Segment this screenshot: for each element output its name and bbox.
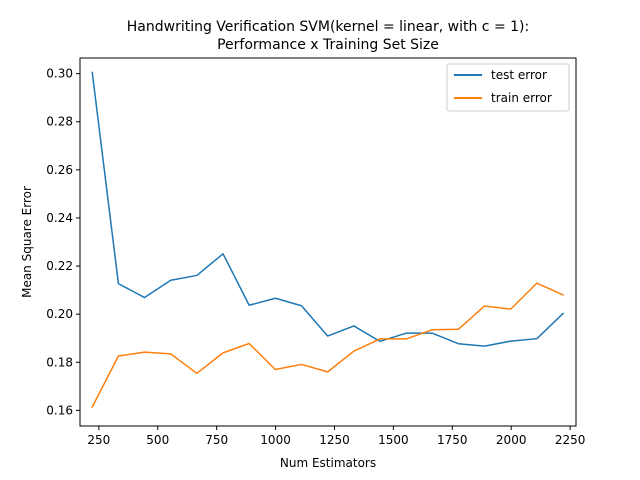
x-axis-label: Num Estimators bbox=[280, 456, 376, 470]
chart-title-line-2: Performance x Training Set Size bbox=[217, 37, 439, 53]
x-tick-label: 250 bbox=[87, 433, 110, 447]
y-tick-label: 0.20 bbox=[46, 307, 73, 321]
y-tick-label: 0.24 bbox=[46, 211, 73, 225]
plot-frame bbox=[79, 57, 577, 427]
x-axis: 250 500 750 1000 1250 1500 1750 2000 2250 bbox=[87, 426, 585, 447]
y-tick-label: 0.22 bbox=[46, 259, 73, 273]
legend-label-test-error: test error bbox=[491, 68, 547, 82]
x-tick-label: 1000 bbox=[260, 433, 291, 447]
x-tick-label: 1250 bbox=[319, 433, 350, 447]
x-tick-label: 500 bbox=[146, 433, 169, 447]
x-tick-label: 1750 bbox=[437, 433, 468, 447]
chart-title-line-1: Handwriting Verification SVM(kernel = li… bbox=[127, 19, 529, 35]
x-tick-label: 1500 bbox=[378, 433, 409, 447]
y-tick-label: 0.26 bbox=[46, 163, 73, 177]
y-tick-label: 0.28 bbox=[46, 115, 73, 129]
x-tick-label: 2250 bbox=[555, 433, 586, 447]
series-line-test-error bbox=[91, 71, 565, 347]
y-axis-label: Mean Square Error bbox=[20, 186, 34, 298]
y-tick-label: 0.18 bbox=[46, 355, 73, 369]
legend-label-train-error: train error bbox=[491, 91, 552, 105]
x-tick-label: 2000 bbox=[496, 433, 527, 447]
y-tick-label: 0.30 bbox=[46, 67, 73, 81]
y-tick-label: 0.16 bbox=[46, 403, 73, 417]
plot-area bbox=[91, 71, 565, 409]
legend: test error train error bbox=[446, 63, 570, 112]
x-tick-label: 750 bbox=[205, 433, 228, 447]
y-axis: 0.16 0.18 0.20 0.22 0.24 0.26 0.28 0.30 bbox=[46, 67, 80, 417]
